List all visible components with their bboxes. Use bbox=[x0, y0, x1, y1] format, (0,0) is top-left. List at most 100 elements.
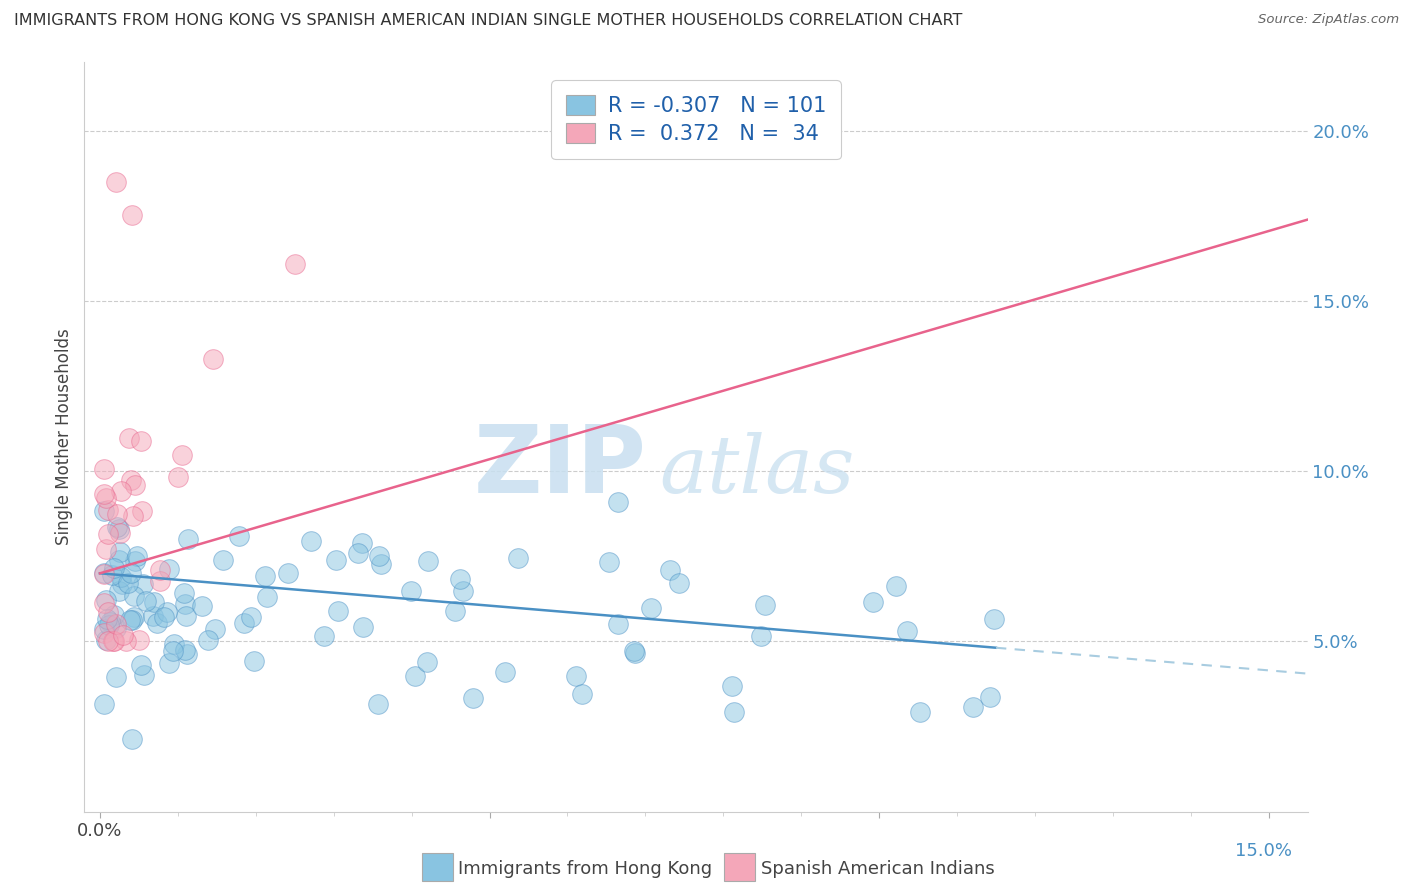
Text: ZIP: ZIP bbox=[474, 421, 647, 513]
Point bbox=[228, 529, 250, 543]
Point bbox=[153, 609, 176, 624]
Point bbox=[114, 634, 136, 648]
Point bbox=[112, 628, 135, 642]
Point bbox=[284, 257, 307, 271]
Point bbox=[125, 549, 148, 563]
Point bbox=[449, 572, 471, 586]
Point bbox=[174, 608, 197, 623]
Point bbox=[243, 654, 266, 668]
Point bbox=[232, 616, 254, 631]
Point bbox=[97, 618, 120, 632]
Point bbox=[256, 590, 278, 604]
Point bbox=[463, 691, 485, 706]
Point bbox=[506, 551, 529, 566]
Point bbox=[97, 503, 120, 517]
Point bbox=[101, 567, 124, 582]
Point bbox=[197, 633, 219, 648]
Point bbox=[94, 542, 117, 557]
Point bbox=[149, 574, 172, 588]
Point bbox=[416, 554, 439, 568]
Point bbox=[352, 536, 374, 550]
Point bbox=[571, 687, 593, 701]
Text: 15.0%: 15.0% bbox=[1234, 842, 1292, 860]
Legend: R = -0.307   N = 101, R =  0.372   N =  34: R = -0.307 N = 101, R = 0.372 N = 34 bbox=[551, 80, 841, 159]
Point bbox=[110, 545, 132, 559]
Y-axis label: Single Mother Households: Single Mother Households bbox=[55, 329, 73, 545]
Text: IMMIGRANTS FROM HONG KONG VS SPANISH AMERICAN INDIAN SINGLE MOTHER HOUSEHOLDS CO: IMMIGRANTS FROM HONG KONG VS SPANISH AME… bbox=[14, 13, 963, 29]
Text: Source: ZipAtlas.com: Source: ZipAtlas.com bbox=[1258, 13, 1399, 27]
Point bbox=[399, 583, 422, 598]
Text: Immigrants from Hong Kong: Immigrants from Hong Kong bbox=[458, 860, 713, 878]
Point bbox=[277, 566, 299, 580]
Point bbox=[93, 566, 115, 580]
Point bbox=[347, 546, 370, 560]
Point bbox=[97, 526, 120, 541]
Point bbox=[451, 584, 474, 599]
Point bbox=[754, 599, 776, 613]
Point bbox=[93, 596, 115, 610]
Point bbox=[128, 633, 150, 648]
Point bbox=[103, 634, 125, 648]
Point bbox=[721, 679, 744, 693]
Point bbox=[494, 665, 516, 679]
Point bbox=[404, 668, 426, 682]
Point bbox=[176, 647, 198, 661]
Point bbox=[108, 553, 131, 567]
Point bbox=[623, 646, 645, 660]
Point bbox=[415, 655, 437, 669]
Point bbox=[101, 634, 124, 648]
Point bbox=[96, 612, 118, 626]
Point bbox=[565, 668, 588, 682]
Point bbox=[104, 621, 127, 635]
Point bbox=[117, 576, 139, 591]
Point bbox=[156, 605, 179, 619]
Point bbox=[658, 563, 681, 577]
Point bbox=[121, 731, 143, 746]
Point bbox=[118, 430, 141, 444]
Point bbox=[173, 586, 195, 600]
Point bbox=[104, 175, 127, 189]
Point bbox=[110, 483, 132, 498]
Point bbox=[132, 668, 155, 682]
Point bbox=[212, 553, 235, 567]
Point bbox=[253, 569, 276, 583]
Point bbox=[124, 554, 146, 568]
Point bbox=[908, 706, 931, 720]
Point bbox=[157, 656, 180, 670]
Point bbox=[163, 637, 186, 651]
Point bbox=[962, 699, 984, 714]
Point bbox=[96, 491, 118, 505]
Point bbox=[240, 610, 263, 624]
Point bbox=[314, 629, 336, 643]
Point bbox=[623, 644, 645, 658]
Point bbox=[124, 478, 146, 492]
Point bbox=[143, 595, 166, 609]
Point bbox=[121, 208, 143, 222]
Point bbox=[108, 526, 131, 541]
Point bbox=[166, 470, 188, 484]
Point bbox=[170, 448, 193, 462]
Point bbox=[142, 608, 165, 623]
Point bbox=[103, 560, 125, 574]
Point bbox=[190, 599, 212, 613]
Point bbox=[122, 509, 145, 524]
Point bbox=[862, 595, 884, 609]
Point bbox=[129, 434, 152, 449]
Point bbox=[110, 570, 132, 584]
Point bbox=[105, 508, 128, 522]
Point bbox=[606, 617, 628, 632]
Point bbox=[93, 462, 115, 476]
Point bbox=[120, 473, 142, 487]
Point bbox=[162, 644, 184, 658]
Point bbox=[979, 690, 1001, 705]
Point bbox=[370, 557, 392, 571]
Point bbox=[108, 584, 131, 599]
Point bbox=[107, 520, 129, 534]
Point bbox=[146, 616, 169, 631]
Point bbox=[93, 622, 115, 636]
Point bbox=[93, 503, 115, 517]
Point bbox=[131, 576, 153, 591]
Point bbox=[131, 504, 153, 518]
Point bbox=[640, 601, 662, 615]
Point bbox=[98, 615, 121, 629]
